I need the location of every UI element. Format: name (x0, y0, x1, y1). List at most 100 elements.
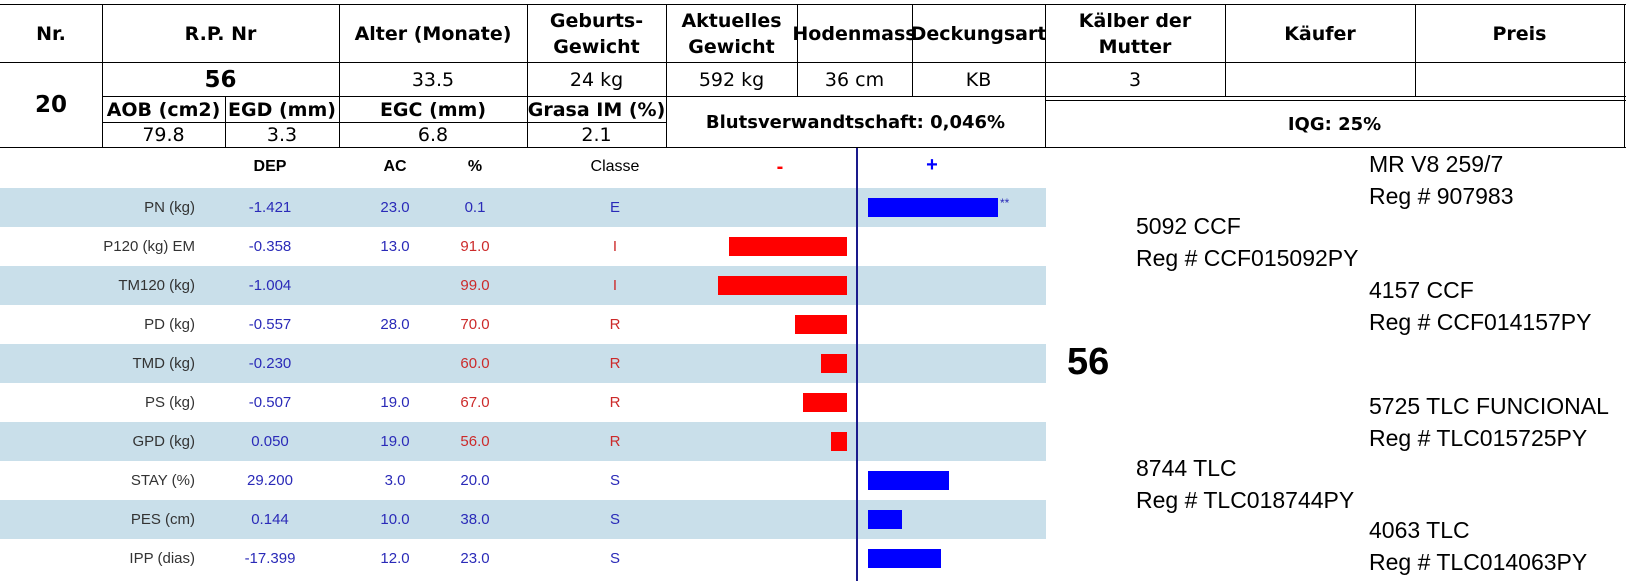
header-kaelber: Kälber der Mutter (1045, 5, 1225, 62)
epd-negative-bar (821, 354, 847, 373)
epd-header-ac: AC (383, 158, 407, 175)
epd-classe-value: S (609, 550, 620, 567)
carcass-grasa-value: 2.1 (581, 124, 612, 146)
epd-dep-value: -17.399 (244, 550, 296, 567)
epd-ac-value: 13.0 (380, 238, 410, 255)
epd-ac-value: 23.0 (380, 199, 410, 216)
epd-dep-value: -0.557 (248, 316, 292, 333)
epd-header-pct: % (467, 158, 483, 175)
header-hodenmass: Hodenmass (792, 22, 917, 45)
epd-trait-label: TM120 (kg) (118, 277, 195, 294)
header-kaelber-line1: Kälber der (1078, 9, 1192, 32)
pedigree-subject: 56 (1067, 341, 1110, 383)
epd-pct-value: 67.0 (460, 394, 490, 411)
animal-hodenmass: 36 cm (824, 68, 885, 91)
epd-dep-value: -1.421 (248, 199, 292, 216)
animal-alter: 33.5 (411, 68, 455, 91)
epd-header-minus: - (776, 156, 784, 178)
carcass-egd-label: EGD (mm) (228, 98, 336, 121)
epd-ac-value: 28.0 (380, 316, 410, 333)
epd-classe-value: S (609, 511, 620, 528)
epd-row: IPP (dias) -17.399 12.0 23.0 S (0, 539, 1046, 578)
animal-preis[interactable] (1415, 63, 1624, 96)
epd-header-dep: DEP (253, 158, 287, 175)
animal-kaeufer[interactable] (1225, 63, 1415, 96)
epd-classe-value: R (609, 394, 621, 411)
epd-positive-bar (868, 549, 941, 568)
epd-classe-value: S (609, 472, 620, 489)
epd-row: PES (cm) 0.144 10.0 38.0 S (0, 500, 1046, 539)
header-aktuelles-line1: Aktuelles (681, 9, 782, 32)
epd-negative-bar (729, 237, 847, 256)
epd-classe-value: I (612, 277, 618, 294)
pedigree-dam-dam-name: 4063 TLC (1369, 517, 1470, 543)
header-preis: Preis (1492, 22, 1547, 45)
epd-row: P120 (kg) EM -0.358 13.0 91.0 I (0, 227, 1046, 266)
epd-header-classe: Classe (590, 158, 640, 175)
animal-kaelber: 3 (1128, 68, 1142, 91)
carcass-egd-value: 3.3 (266, 124, 298, 146)
epd-table: DEP AC % Classe - + PN (kg) -1.421 23.0 0.1… (0, 148, 1046, 581)
epd-trait-label: STAY (%) (130, 472, 195, 489)
epd-pct-value: 99.0 (460, 277, 490, 294)
epd-positive-bar (868, 471, 949, 490)
carcass-aob-value: 79.8 (142, 124, 185, 146)
epd-trait-label: GPD (kg) (132, 433, 195, 450)
epd-classe-value: R (609, 355, 621, 372)
pedigree: 56 MR V8 259/7 Reg # 907983 5092 CCF Reg… (1047, 148, 1626, 581)
epd-trait-label: PES (cm) (130, 511, 195, 528)
epd-negative-bar (795, 315, 847, 334)
epd-dep-value: -0.358 (248, 238, 292, 255)
blutsverwandtschaft: Blutsverwandtschaft: 0,046% (705, 111, 1006, 133)
animal-aktuelles-gewicht: 592 kg (698, 68, 765, 91)
pedigree-sire-reg: Reg # CCF015092PY (1136, 245, 1359, 271)
carcass-grasa-label: Grasa IM (%) (527, 98, 666, 121)
header-nr: Nr. (36, 22, 66, 45)
header-aktuelles-gewicht: Aktuelles Gewicht (666, 5, 797, 62)
epd-row: PN (kg) -1.421 23.0 0.1 E ** (0, 188, 1046, 227)
header-geburts-line1: Geburts- (549, 9, 644, 32)
epd-row: GPD (kg) 0.050 19.0 56.0 R (0, 422, 1046, 461)
epd-pct-value: 56.0 (460, 433, 490, 450)
epd-ac-value: 3.0 (384, 472, 406, 489)
epd-positive-bar (868, 510, 902, 529)
epd-axis-line (856, 148, 858, 581)
animal-rp-nr: 56 (204, 66, 237, 93)
pedigree-sire-sire-reg: Reg # 907983 (1369, 183, 1514, 209)
epd-dep-value: -1.004 (248, 277, 292, 294)
epd-row: TM120 (kg) -1.004 99.0 I (0, 266, 1046, 305)
epd-negative-bar (718, 276, 847, 295)
epd-row: TMD (kg) -0.230 60.0 R (0, 344, 1046, 383)
epd-header-plus: + (926, 154, 938, 176)
pedigree-sire-name: 5092 CCF (1136, 213, 1241, 239)
epd-pct-value: 60.0 (460, 355, 490, 372)
pedigree-dam-sire-name: 5725 TLC FUNCIONAL (1369, 393, 1609, 419)
epd-classe-value: R (609, 316, 621, 333)
epd-ac-value: 19.0 (380, 433, 410, 450)
header-aktuelles-line2: Gewicht (688, 35, 775, 58)
epd-pct-value: 23.0 (460, 550, 490, 567)
epd-dep-value: 29.200 (247, 472, 293, 489)
epd-trait-label: PD (kg) (144, 316, 195, 333)
header-rp-nr: R.P. Nr (184, 22, 257, 45)
pedigree-sire-dam-reg: Reg # CCF014157PY (1369, 309, 1592, 335)
pedigree-sire-sire-name: MR V8 259/7 (1369, 151, 1504, 177)
epd-row: PS (kg) -0.507 19.0 67.0 R (0, 383, 1046, 422)
epd-trait-label: P120 (kg) EM (103, 238, 195, 255)
epd-negative-bar (831, 432, 847, 451)
epd-classe-value: R (609, 433, 621, 450)
pedigree-sire-dam-name: 4157 CCF (1369, 277, 1474, 303)
epd-dep-value: -0.507 (248, 394, 292, 411)
epd-trait-label: PN (kg) (144, 199, 195, 216)
epd-pct-value: 38.0 (460, 511, 490, 528)
epd-row: STAY (%) 29.200 3.0 20.0 S (0, 461, 1046, 500)
epd-pct-value: 0.1 (464, 199, 486, 216)
header-kaeufer: Käufer (1284, 22, 1356, 45)
carcass-aob-label: AOB (cm2) (106, 98, 221, 121)
epd-classe-value: E (609, 199, 620, 216)
epd-dep-value: -0.230 (248, 355, 292, 372)
animal-geburts-gewicht: 24 kg (569, 68, 624, 91)
epd-classe-value: I (612, 238, 618, 255)
carcass-egc-label: EGC (mm) (379, 98, 487, 121)
pedigree-dam-sire-reg: Reg # TLC015725PY (1369, 425, 1588, 451)
